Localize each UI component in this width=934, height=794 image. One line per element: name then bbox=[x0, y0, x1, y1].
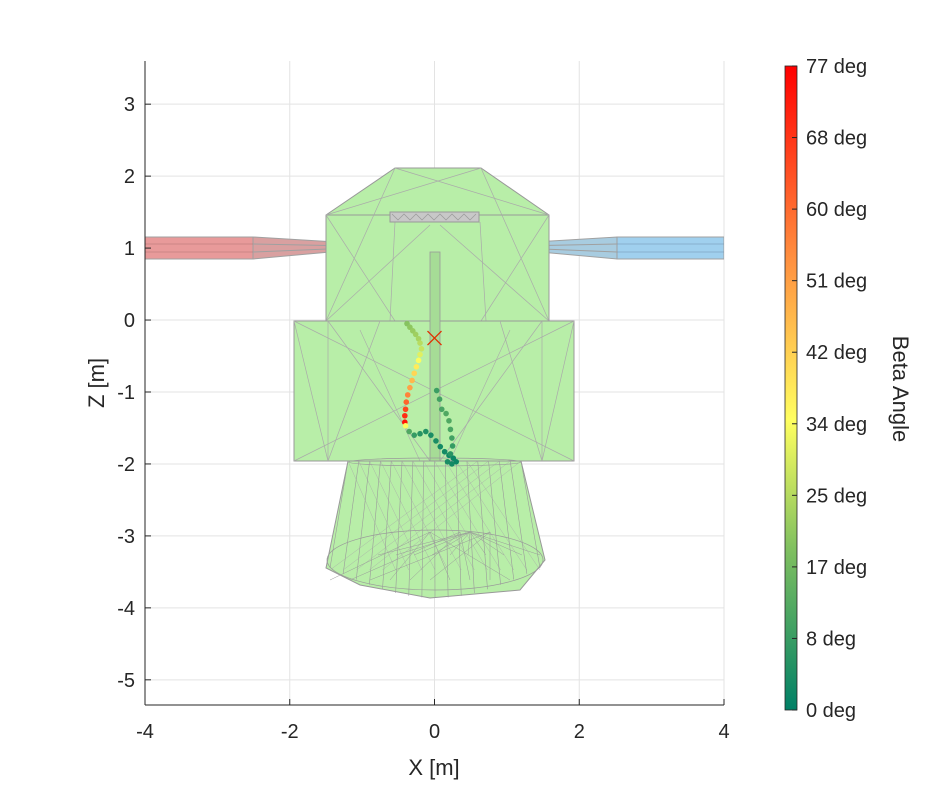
colorbar-tick-label: 0 deg bbox=[806, 700, 856, 722]
trajectory-point bbox=[444, 458, 451, 465]
trajectory-point bbox=[433, 438, 439, 444]
trajectory-point bbox=[417, 430, 423, 437]
y-axis-label: Z [m] bbox=[84, 358, 109, 408]
trajectory-point bbox=[423, 428, 429, 435]
upper-bus bbox=[325, 167, 550, 322]
trajectory-point bbox=[449, 443, 456, 449]
trajectory-point bbox=[409, 377, 415, 384]
x-axis-label: X [m] bbox=[408, 755, 459, 780]
beta-angle-trajectory bbox=[402, 320, 460, 467]
trajectory-point bbox=[402, 406, 409, 413]
trajectory-point bbox=[413, 364, 420, 370]
marker-stroke bbox=[427, 330, 442, 346]
trajectory-point bbox=[415, 335, 422, 342]
trajectory-point bbox=[441, 448, 448, 455]
colorbar-tick-label: 42 deg bbox=[806, 342, 867, 364]
x-tick-label: -4 bbox=[136, 721, 154, 743]
y-tick-label: -1 bbox=[117, 382, 135, 404]
colorbar-tick-label: 25 deg bbox=[806, 485, 867, 507]
trajectory-point bbox=[428, 432, 434, 438]
trajectory-point bbox=[443, 410, 449, 417]
trajectory-point bbox=[417, 340, 423, 346]
trajectory-point bbox=[449, 461, 455, 467]
trajectory-point bbox=[436, 396, 443, 402]
colorbar-tick-label: 8 deg bbox=[806, 628, 856, 650]
y-tick-label: 0 bbox=[124, 310, 135, 332]
colorbar-tick-labels: 77 deg 68 deg 60 deg 51 deg 42 deg 34 deg 25 d… bbox=[792, 56, 867, 722]
trajectory-point bbox=[447, 451, 454, 457]
y-tick-label: 3 bbox=[124, 94, 135, 116]
engine-nozzle bbox=[325, 457, 546, 599]
colorbar-tick-label: 77 deg bbox=[806, 56, 867, 78]
trajectory-point bbox=[412, 331, 419, 338]
right-solar-panel bbox=[517, 236, 724, 260]
y-tick-label: -3 bbox=[117, 526, 135, 548]
x-tick-labels: -4 -2 0 2 4 bbox=[136, 699, 730, 743]
trajectory-point bbox=[411, 432, 418, 438]
colorbar-tick-label: 68 deg bbox=[806, 128, 867, 150]
x-tick-label: -2 bbox=[281, 721, 299, 743]
trajectory-point bbox=[449, 435, 455, 441]
trajectory-point bbox=[402, 423, 409, 429]
spacecraft-model bbox=[145, 167, 724, 599]
colorbar-tick-label: 60 deg bbox=[806, 199, 867, 221]
trajectory-point bbox=[447, 426, 454, 433]
trajectory-point bbox=[404, 392, 411, 398]
trajectory-point bbox=[437, 443, 444, 450]
x-tick-label: 4 bbox=[718, 721, 729, 743]
colorbar-tick-label: 34 deg bbox=[806, 414, 867, 436]
trajectory-point bbox=[418, 346, 425, 352]
x-tick-label: 0 bbox=[429, 721, 440, 743]
colorbar-label: Beta Angle bbox=[888, 336, 913, 442]
trajectory-point bbox=[417, 351, 423, 358]
colorbar-tick-label: 51 deg bbox=[806, 271, 867, 293]
trajectory-point bbox=[403, 399, 410, 405]
trajectory-point bbox=[406, 428, 412, 435]
y-tick-label: -2 bbox=[117, 454, 135, 476]
y-tick-label: 1 bbox=[124, 238, 135, 260]
trajectory-point bbox=[446, 417, 452, 424]
trajectory-point bbox=[453, 458, 460, 465]
trajectory-point bbox=[402, 412, 408, 419]
y-tick-label: -5 bbox=[117, 670, 135, 692]
colorbar-tick-label: 17 deg bbox=[806, 557, 867, 579]
y-tick-label: 2 bbox=[124, 166, 135, 188]
colorbar: 77 deg 68 deg 60 deg 51 deg 42 deg 34 deg 25 d… bbox=[784, 56, 913, 722]
trajectory-point bbox=[407, 384, 413, 391]
colorbar-gradient bbox=[784, 65, 798, 711]
trajectory-point bbox=[411, 370, 418, 377]
y-tick-labels: 3 2 1 0 -1 -2 -3 -4 -5 bbox=[117, 94, 151, 692]
trajectory-point bbox=[438, 406, 445, 413]
trajectory-point bbox=[433, 387, 440, 394]
reference-marker bbox=[427, 330, 442, 346]
trajectory-point bbox=[415, 357, 422, 364]
x-tick-label: 2 bbox=[574, 721, 585, 743]
y-tick-label: -4 bbox=[117, 598, 135, 620]
